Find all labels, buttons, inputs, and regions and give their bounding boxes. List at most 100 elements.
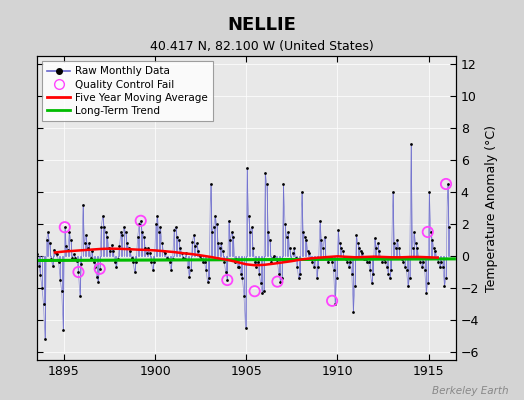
- Point: [243, 165, 251, 171]
- Point: [263, 181, 271, 187]
- Point: [124, 245, 133, 251]
- Point: [167, 267, 176, 274]
- Point: [269, 254, 277, 261]
- Point: [270, 253, 279, 259]
- Point: [70, 251, 78, 258]
- Point: [44, 229, 52, 235]
- Point: [107, 242, 116, 248]
- Point: [33, 251, 41, 258]
- Point: [196, 253, 204, 259]
- Point: [188, 238, 196, 245]
- Point: [345, 264, 353, 270]
- Point: [61, 224, 69, 230]
- Point: [46, 240, 54, 246]
- Point: [95, 266, 104, 272]
- Point: [386, 275, 394, 282]
- Point: [231, 259, 239, 266]
- Point: [384, 270, 392, 277]
- Point: [246, 229, 254, 235]
- Point: [97, 224, 105, 230]
- Point: [82, 232, 90, 238]
- Point: [68, 254, 77, 261]
- Point: [112, 264, 121, 270]
- Point: [354, 240, 362, 246]
- Point: [153, 213, 161, 219]
- Point: [366, 267, 374, 274]
- Point: [413, 245, 421, 251]
- Point: [378, 259, 386, 266]
- Point: [389, 189, 397, 195]
- Point: [191, 243, 200, 250]
- Point: [227, 229, 236, 235]
- Point: [183, 264, 192, 270]
- Legend: Raw Monthly Data, Quality Control Fail, Five Year Moving Average, Long-Term Tren: Raw Monthly Data, Quality Control Fail, …: [42, 61, 213, 121]
- Point: [106, 248, 115, 254]
- Point: [223, 277, 232, 283]
- Point: [387, 267, 396, 274]
- Point: [395, 245, 403, 251]
- Point: [144, 245, 152, 251]
- Point: [166, 259, 174, 266]
- Point: [377, 254, 385, 261]
- Point: [423, 229, 432, 235]
- Point: [358, 250, 367, 256]
- Point: [286, 245, 294, 251]
- Point: [32, 259, 40, 266]
- Point: [346, 259, 355, 266]
- Point: [35, 262, 43, 269]
- Point: [331, 301, 340, 307]
- Point: [137, 218, 145, 224]
- Point: [48, 262, 57, 269]
- Point: [141, 245, 149, 251]
- Text: 40.417 N, 82.100 W (United States): 40.417 N, 82.100 W (United States): [150, 40, 374, 53]
- Point: [443, 181, 452, 187]
- Point: [399, 259, 408, 266]
- Point: [414, 254, 423, 261]
- Point: [352, 232, 361, 238]
- Point: [307, 254, 315, 261]
- Point: [383, 264, 391, 270]
- Text: NELLIE: NELLIE: [227, 16, 297, 34]
- Point: [347, 270, 356, 277]
- Point: [416, 259, 424, 266]
- Point: [250, 259, 259, 266]
- Point: [433, 254, 441, 261]
- Point: [73, 258, 81, 264]
- Point: [275, 270, 283, 277]
- Point: [146, 250, 154, 256]
- Point: [149, 267, 157, 274]
- Point: [88, 248, 96, 254]
- Point: [176, 245, 184, 251]
- Point: [85, 240, 93, 246]
- Point: [53, 251, 61, 258]
- Point: [326, 254, 335, 261]
- Point: [36, 272, 45, 278]
- Point: [50, 246, 58, 253]
- Point: [291, 254, 300, 261]
- Point: [178, 250, 186, 256]
- Point: [95, 266, 104, 272]
- Point: [62, 243, 71, 250]
- Point: [273, 278, 281, 285]
- Point: [206, 181, 215, 187]
- Point: [316, 218, 324, 224]
- Point: [249, 245, 257, 251]
- Point: [103, 234, 112, 240]
- Point: [299, 229, 308, 235]
- Point: [24, 245, 32, 251]
- Point: [168, 256, 177, 262]
- Y-axis label: Temperature Anomaly (°C): Temperature Anomaly (°C): [485, 124, 498, 292]
- Point: [129, 259, 137, 266]
- Point: [51, 250, 60, 256]
- Point: [181, 256, 189, 262]
- Point: [342, 256, 350, 262]
- Point: [118, 232, 127, 238]
- Point: [29, 250, 37, 256]
- Point: [276, 278, 285, 285]
- Point: [311, 256, 320, 262]
- Point: [135, 221, 144, 227]
- Point: [425, 189, 433, 195]
- Point: [54, 259, 63, 266]
- Point: [190, 232, 198, 238]
- Point: [258, 290, 266, 296]
